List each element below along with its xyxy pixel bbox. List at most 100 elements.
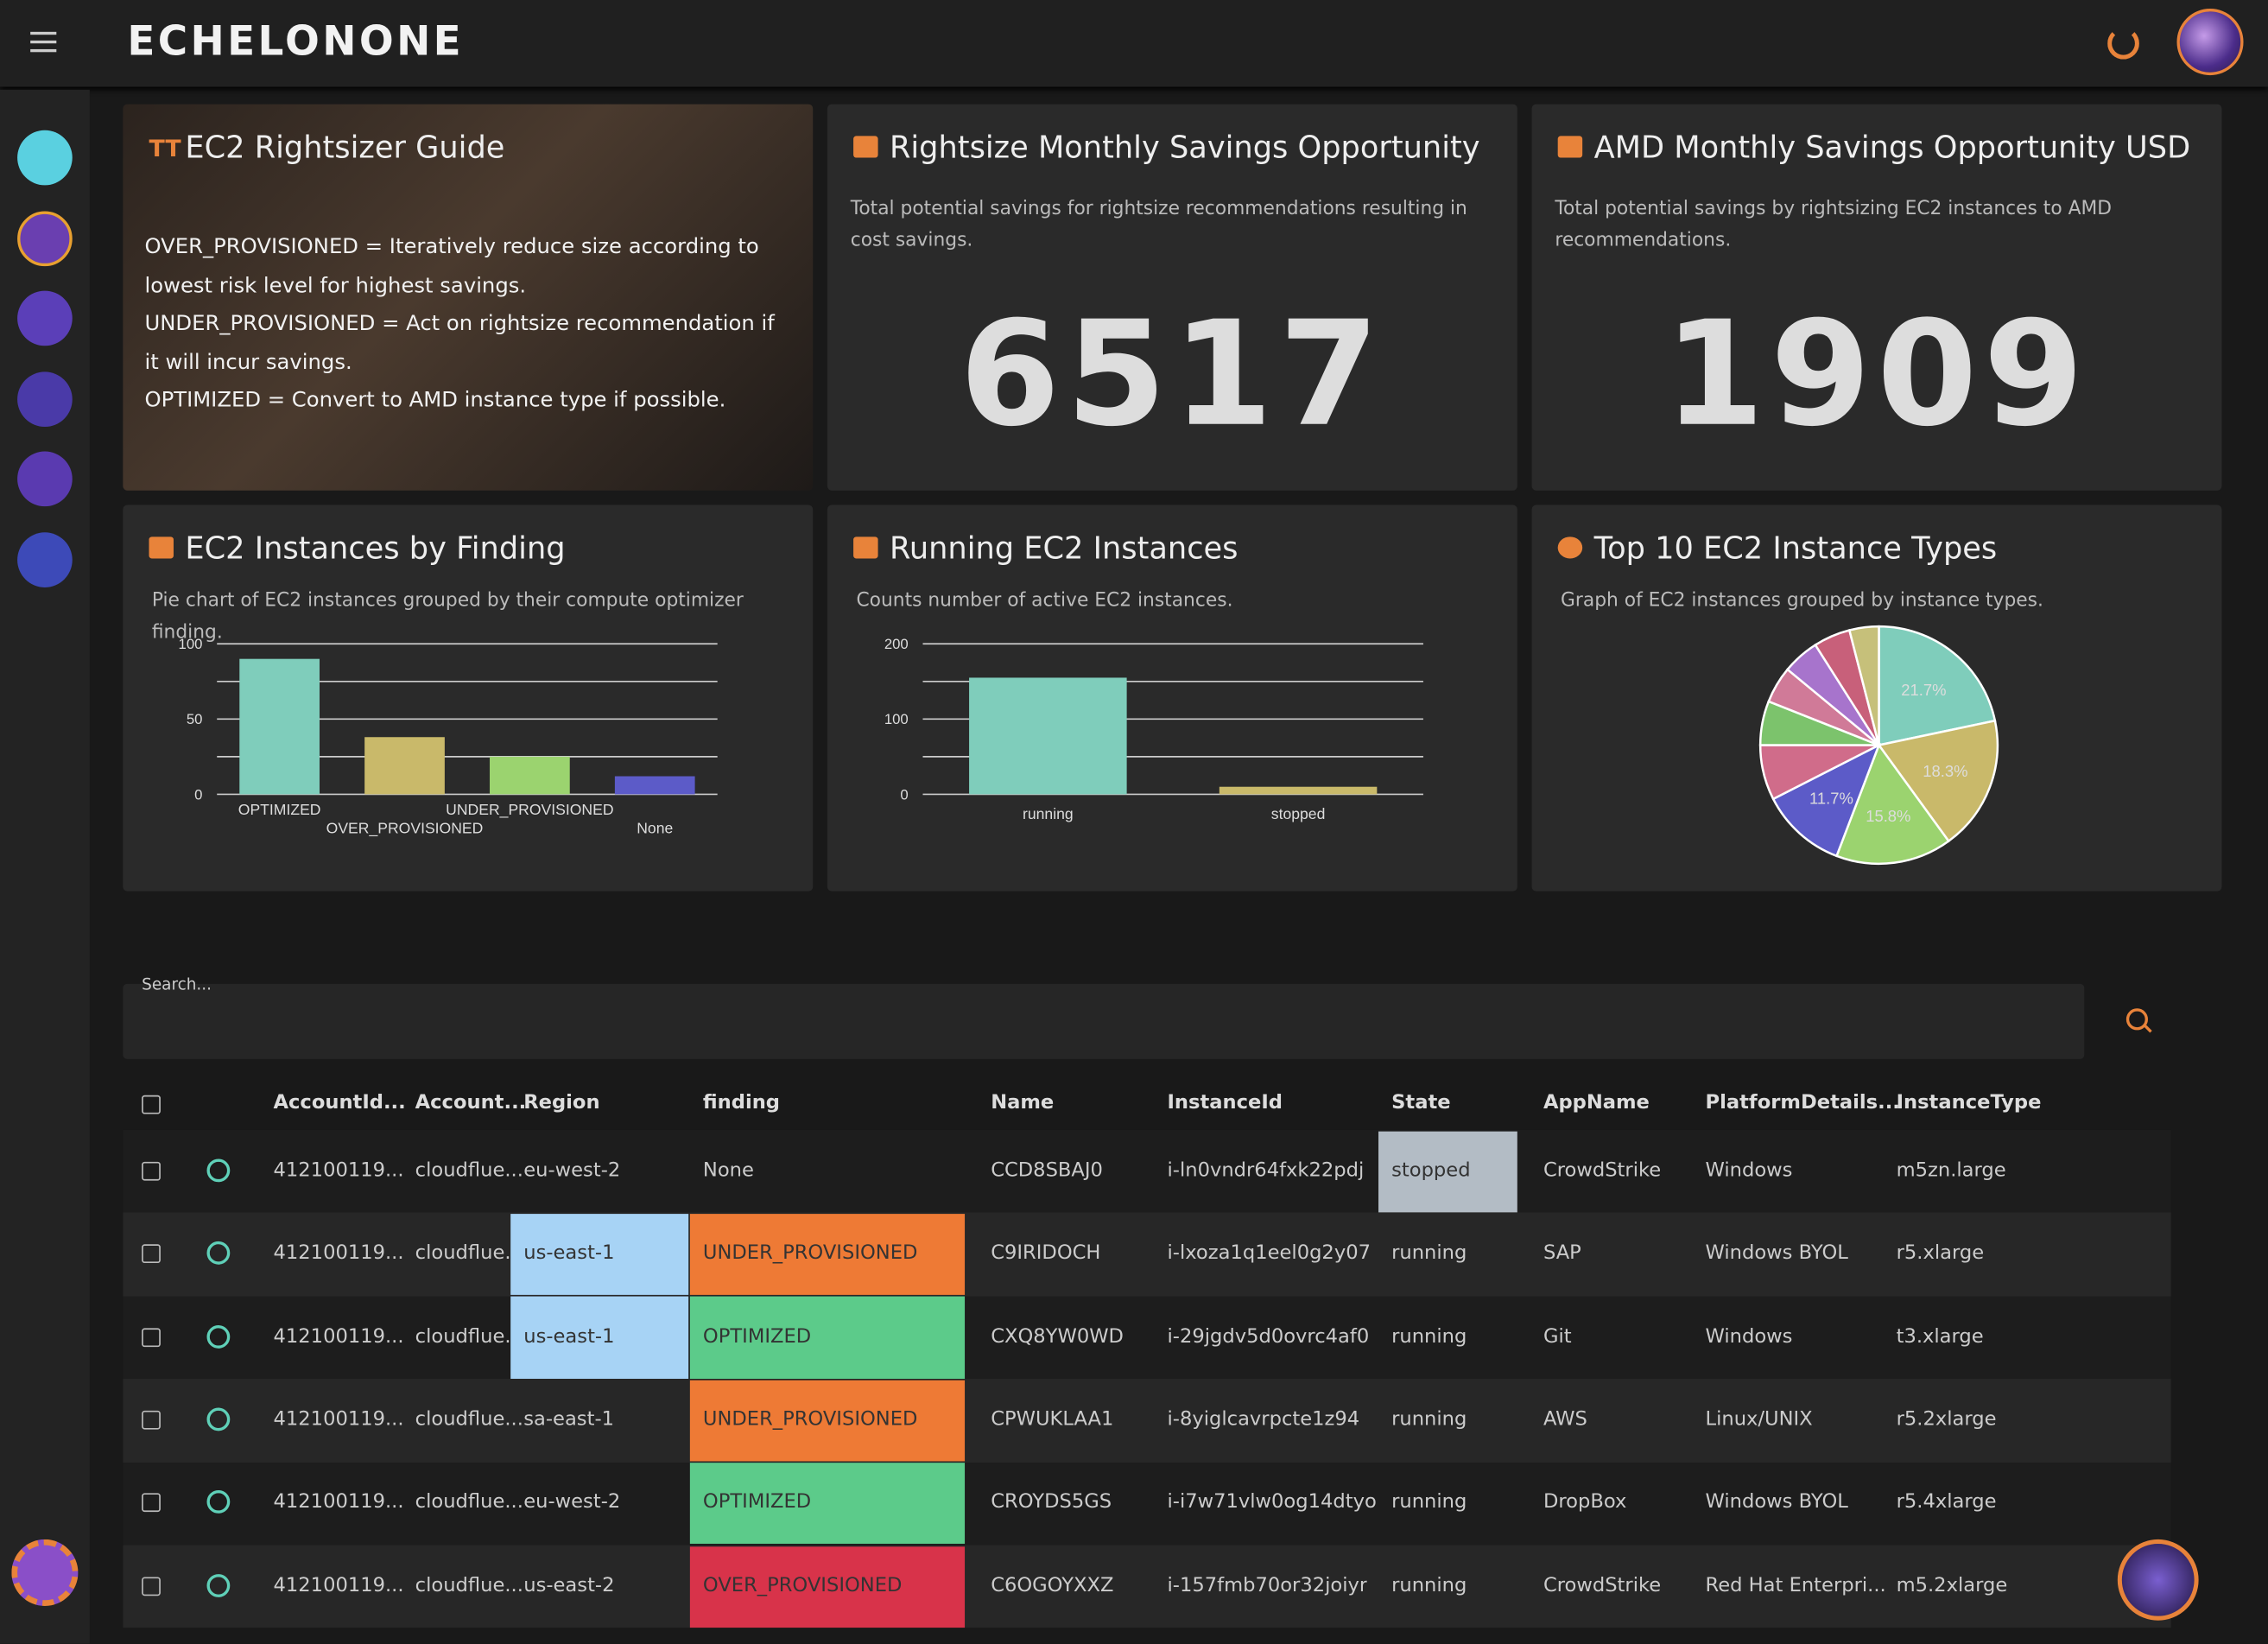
column-header: Region — [523, 1090, 600, 1114]
column-header: AppName — [1543, 1090, 1650, 1114]
table-cell: us-east-1 — [523, 1241, 615, 1265]
card-icon — [1557, 136, 1583, 158]
x-tick-label: running — [1023, 805, 1074, 822]
highlight-cell — [689, 1213, 966, 1296]
table-cell: running — [1391, 1407, 1467, 1431]
checkbox[interactable] — [142, 1327, 161, 1347]
table-cell: OPTIMIZED — [702, 1490, 812, 1514]
table-cell: Windows BYOL — [1705, 1490, 1848, 1514]
amd-savings-card: AMD Monthly Savings Opportunity USD Tota… — [1531, 104, 2222, 491]
pie-slice — [1834, 742, 1950, 866]
column-header: Account... — [415, 1090, 527, 1114]
table-cell: AWS — [1543, 1407, 1587, 1431]
table-cell: Red Hat Enterpri... — [1705, 1573, 1886, 1597]
checkbox[interactable] — [142, 1576, 161, 1596]
table-cell: eu-west-2 — [523, 1158, 621, 1182]
menu-button[interactable] — [30, 31, 57, 53]
table-cell: 412100119... — [273, 1490, 404, 1514]
chart-card: EC2 Instances by Finding Pie chart of EC… — [123, 505, 814, 892]
card-description: Total potential savings by rightsizing E… — [1555, 198, 2113, 252]
chart-subtitle: Graph of EC2 instances grouped by instan… — [1561, 590, 2043, 613]
logo: ECHELONONE — [127, 17, 465, 66]
table-cell: DropBox — [1543, 1490, 1627, 1514]
avatar[interactable] — [2176, 9, 2244, 76]
table-cell: CPWUKLAA1 — [991, 1407, 1114, 1431]
row-action[interactable] — [206, 1324, 231, 1349]
top-bar: ECHELONONE — [0, 0, 2268, 87]
savings-card: Rightsize Monthly Savings Opportunity To… — [827, 104, 1517, 491]
guide-text: OVER_PROVISIONED = Iteratively reduce si… — [144, 229, 792, 421]
chart-title: EC2 Instances by Finding — [185, 530, 566, 566]
highlight-cell — [1378, 1130, 1517, 1213]
assistant-button[interactable] — [2117, 1539, 2199, 1621]
bar — [614, 776, 695, 795]
pie-slice — [1878, 625, 1997, 747]
checkbox[interactable] — [142, 1410, 161, 1430]
highlight-cell — [689, 1297, 966, 1379]
search-placeholder: Search... — [142, 974, 212, 994]
table-row — [123, 1213, 2171, 1297]
search-button[interactable] — [2125, 1008, 2148, 1031]
table-cell: Linux/UNIX — [1705, 1407, 1813, 1431]
nav-icon[interactable] — [17, 371, 73, 428]
row-action[interactable] — [206, 1490, 231, 1514]
table-cell: SAP — [1543, 1241, 1581, 1265]
big-number: 1909 — [1663, 289, 2090, 459]
table-cell: running — [1391, 1324, 1467, 1349]
table-cell: OPTIMIZED — [702, 1324, 812, 1349]
table-cell: i-lxoza1q1eel0g2y07 — [1167, 1241, 1371, 1265]
y-tick-label: 100 — [884, 711, 909, 727]
table-cell: m5.2xlarge — [1896, 1573, 2008, 1597]
table-cell: cloudflue... — [415, 1158, 523, 1182]
slice-label: 11.7% — [1809, 789, 1853, 807]
settings-icon[interactable] — [11, 1539, 79, 1606]
checkbox[interactable] — [142, 1095, 161, 1114]
row-action[interactable] — [206, 1407, 231, 1431]
table-cell: Windows — [1705, 1158, 1793, 1182]
table-cell: i-8yiglcavrpcte1z94 — [1167, 1407, 1360, 1431]
table-cell: r5.2xlarge — [1896, 1407, 1997, 1431]
table-cell: i-i7w71vlw0og14dtyo — [1167, 1490, 1377, 1514]
bar — [364, 737, 445, 795]
nav-icon[interactable] — [17, 290, 73, 346]
nav-icon[interactable] — [17, 532, 73, 587]
column-header: finding — [702, 1090, 780, 1114]
nav-icon[interactable] — [17, 130, 73, 186]
table-cell: cloudflue... — [415, 1241, 523, 1265]
checkbox[interactable] — [142, 1244, 161, 1264]
slice-label: 18.3% — [1923, 762, 1967, 780]
table-cell: OVER_PROVISIONED — [702, 1573, 903, 1597]
pie-slice — [1771, 742, 1881, 858]
table-cell: us-east-1 — [523, 1324, 615, 1349]
checkbox[interactable] — [142, 1161, 161, 1181]
row-action[interactable] — [206, 1158, 231, 1182]
chart-card: Running EC2 Instances Counts number of a… — [827, 505, 1517, 892]
table-cell: cloudflue... — [415, 1490, 523, 1514]
x-tick-label: None — [637, 820, 673, 837]
card-icon — [1557, 536, 1583, 559]
table-cell: 412100119... — [273, 1158, 404, 1182]
nav-icon[interactable] — [17, 451, 73, 507]
nav-icon[interactable] — [17, 211, 73, 267]
column-header: InstanceId — [1167, 1090, 1283, 1114]
table-cell: t3.xlarge — [1896, 1324, 1984, 1349]
column-header: AccountId... — [273, 1090, 406, 1114]
table-cell: eu-west-2 — [523, 1490, 621, 1514]
card-title: EC2 Rightsizer Guide — [185, 130, 505, 165]
row-action[interactable] — [206, 1241, 231, 1265]
table-cell: Windows — [1705, 1324, 1793, 1349]
highlight-cell — [689, 1546, 966, 1628]
x-tick-label: OPTIMIZED — [238, 801, 321, 818]
row-action[interactable] — [206, 1573, 231, 1597]
table-cell: CXQ8YW0WD — [991, 1324, 1124, 1349]
bar — [1219, 786, 1378, 795]
refresh-button[interactable] — [2107, 27, 2139, 60]
card-icon — [149, 536, 174, 559]
checkbox[interactable] — [142, 1493, 161, 1513]
guide-line: OPTIMIZED = Convert to AMD instance type… — [144, 389, 726, 413]
table-cell: running — [1391, 1490, 1467, 1514]
column-header: PlatformDetails... — [1705, 1090, 1900, 1114]
chart-subtitle: Counts number of active EC2 instances. — [856, 590, 1233, 613]
search-box[interactable]: Search... — [123, 975, 2085, 1059]
table-row — [123, 1296, 2171, 1380]
